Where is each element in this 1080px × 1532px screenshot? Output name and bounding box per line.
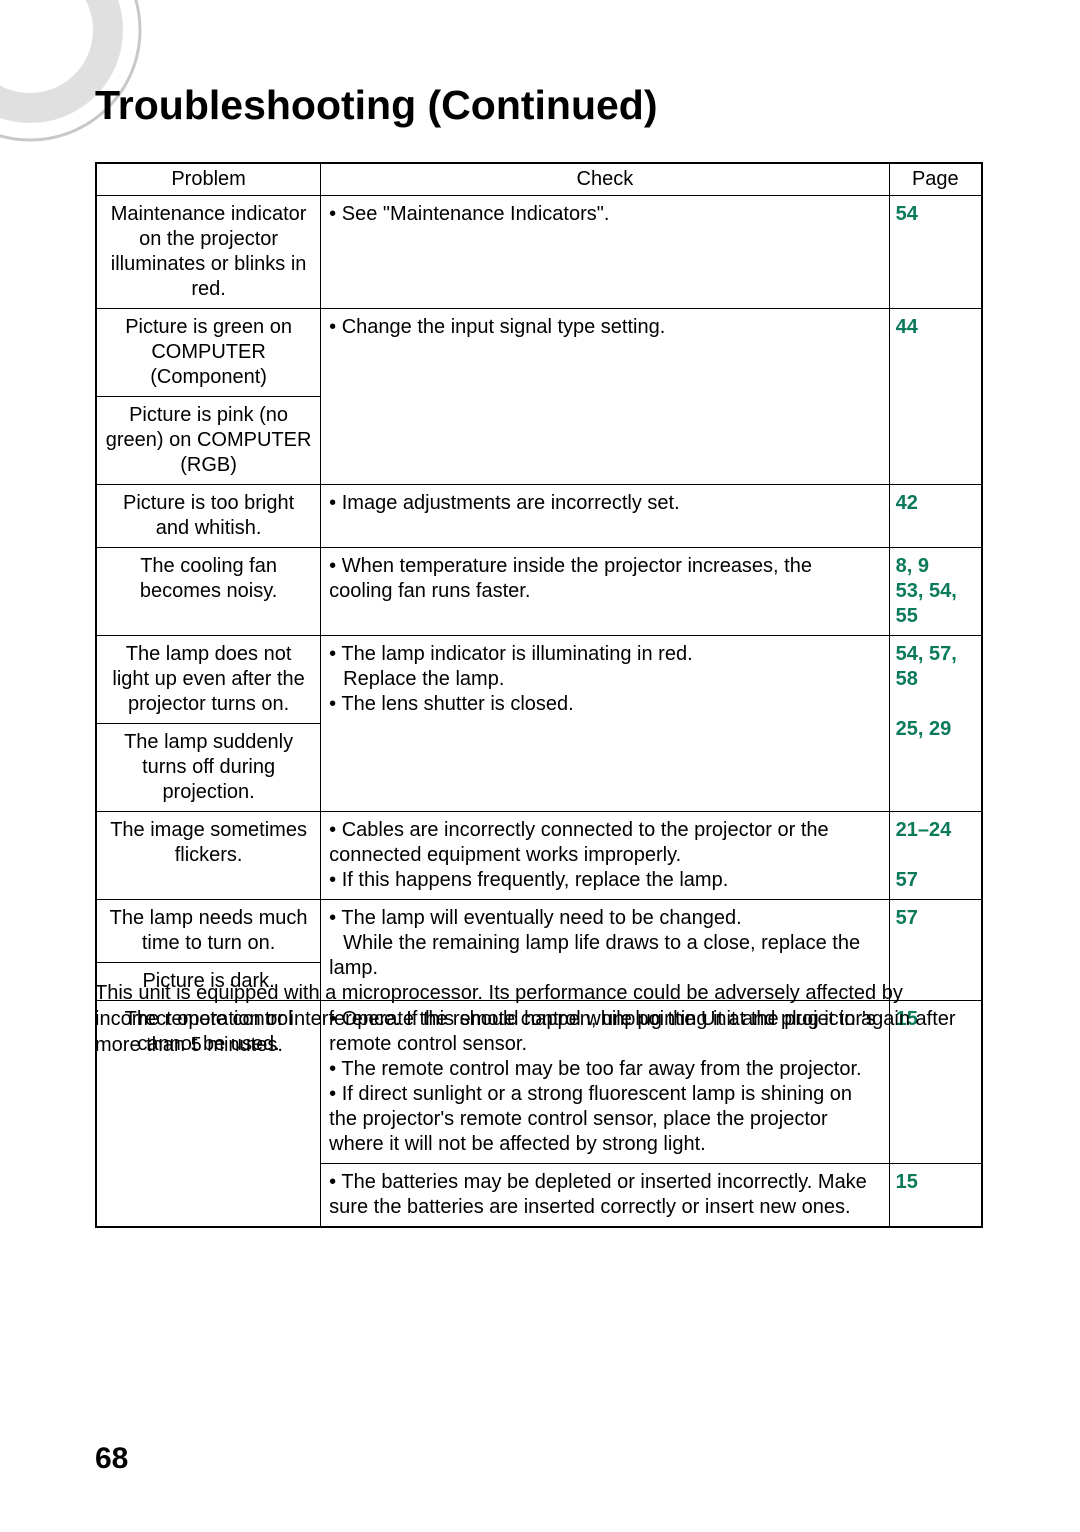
table-row: Maintenance indicator on the projector i… — [96, 196, 982, 309]
problem-cell: The lamp does not light up even after th… — [96, 636, 321, 724]
table-row: The lamp does not light up even after th… — [96, 636, 982, 724]
table-header-row: Problem Check Page — [96, 163, 982, 196]
page-cell: 8, 953, 54, 55 — [889, 548, 982, 636]
problem-cell: Maintenance indicator on the projector i… — [96, 196, 321, 309]
problem-cell: Picture is green on COMPUTER (Component) — [96, 309, 321, 397]
check-cell: • The batteries may be depleted or inser… — [321, 1164, 889, 1228]
check-cell: • When temperature inside the projector … — [321, 548, 889, 636]
problem-cell: The image sometimes flickers. — [96, 812, 321, 900]
table-row: The cooling fan becomes noisy.• When tem… — [96, 548, 982, 636]
page-number: 68 — [95, 1442, 128, 1476]
table-row: The lamp needs much time to turn on.• Th… — [96, 900, 982, 963]
check-cell: • Image adjustments are incorrectly set. — [321, 485, 889, 548]
problem-cell: Picture is too bright and whitish. — [96, 485, 321, 548]
check-cell: • Change the input signal type setting. — [321, 309, 889, 485]
page-cell: 15 — [889, 1164, 982, 1228]
page-cell: 44 — [889, 309, 982, 485]
check-cell: • See "Maintenance Indicators". — [321, 196, 889, 309]
header-problem: Problem — [96, 163, 321, 196]
check-cell: • Cables are incorrectly connected to th… — [321, 812, 889, 900]
troubleshooting-table: Problem Check Page Maintenance indicator… — [95, 162, 983, 1228]
page-cell: 42 — [889, 485, 982, 548]
page-cell: 54, 57, 58 25, 29 — [889, 636, 982, 812]
table-row: Picture is green on COMPUTER (Component)… — [96, 309, 982, 397]
problem-cell: The cooling fan becomes noisy. — [96, 548, 321, 636]
problem-cell: The lamp needs much time to turn on. — [96, 900, 321, 963]
problem-cell: The lamp suddenly turns off during proje… — [96, 724, 321, 812]
troubleshooting-table-container: Problem Check Page Maintenance indicator… — [95, 162, 983, 1228]
page-title: Troubleshooting (Continued) — [95, 82, 658, 129]
table-row: Picture is too bright and whitish.• Imag… — [96, 485, 982, 548]
page-cell: 21–24 57 — [889, 812, 982, 900]
problem-cell: Picture is pink (no green) on COMPUTER (… — [96, 397, 321, 485]
header-check: Check — [321, 163, 889, 196]
check-cell: • The lamp indicator is illuminating in … — [321, 636, 889, 812]
page-cell: 54 — [889, 196, 982, 309]
footer-note: This unit is equipped with a microproces… — [95, 980, 983, 1058]
header-page: Page — [889, 163, 982, 196]
table-row: The image sometimes flickers.• Cables ar… — [96, 812, 982, 900]
